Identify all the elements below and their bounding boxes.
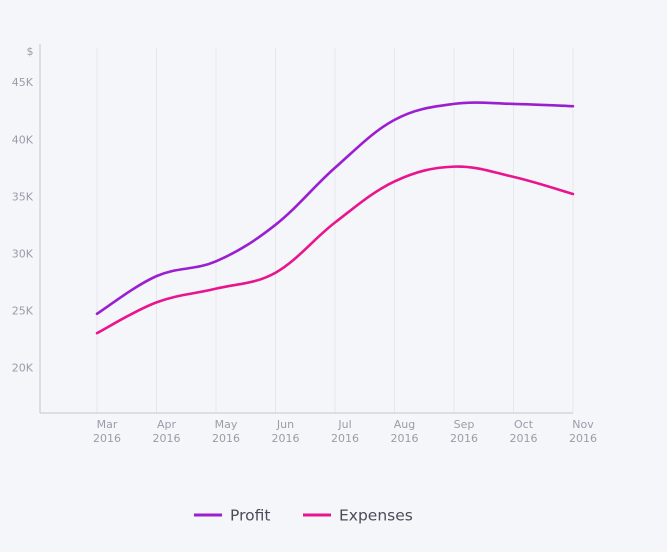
x-tick-label-month: Jun xyxy=(276,418,294,431)
axes: $ 20K25K30K35K40K45KMar2016Apr2016May201… xyxy=(12,44,597,445)
x-tick-label-month: Mar xyxy=(97,418,118,431)
legend-label[interactable]: Expenses xyxy=(339,507,413,525)
y-tick-label: 45K xyxy=(12,76,34,89)
x-tick-label-year: 2016 xyxy=(569,432,597,445)
x-tick-label-month: Jul xyxy=(337,418,351,431)
legend-label[interactable]: Profit xyxy=(230,507,270,525)
x-tick-label-month: Sep xyxy=(454,418,475,431)
x-tick-label-month: May xyxy=(215,418,238,431)
series-line-expenses xyxy=(95,165,575,335)
x-tick-label-year: 2016 xyxy=(272,432,300,445)
x-tick-label-month: Oct xyxy=(514,418,534,431)
x-tick-label-year: 2016 xyxy=(391,432,419,445)
y-tick-label: 40K xyxy=(12,133,34,146)
x-tick-label-year: 2016 xyxy=(153,432,181,445)
series xyxy=(95,101,575,335)
y-tick-label: 35K xyxy=(12,190,34,203)
x-tick-label-year: 2016 xyxy=(212,432,240,445)
x-tick-label-month: Apr xyxy=(157,418,177,431)
y-tick-label: 20K xyxy=(12,361,34,374)
x-tick-label-year: 2016 xyxy=(450,432,478,445)
grid xyxy=(96,48,574,413)
x-tick-label-year: 2016 xyxy=(93,432,121,445)
y-tick-label: 30K xyxy=(12,247,34,260)
x-tick-label-year: 2016 xyxy=(510,432,538,445)
y-tick-label: 25K xyxy=(12,304,34,317)
legend: Profit Expenses xyxy=(194,507,413,525)
x-tick-label-year: 2016 xyxy=(331,432,359,445)
series-line-profit xyxy=(95,101,575,316)
x-tick-label-month: Nov xyxy=(572,418,594,431)
y-axis-label: $ xyxy=(27,45,34,58)
x-tick-label-month: Aug xyxy=(394,418,415,431)
